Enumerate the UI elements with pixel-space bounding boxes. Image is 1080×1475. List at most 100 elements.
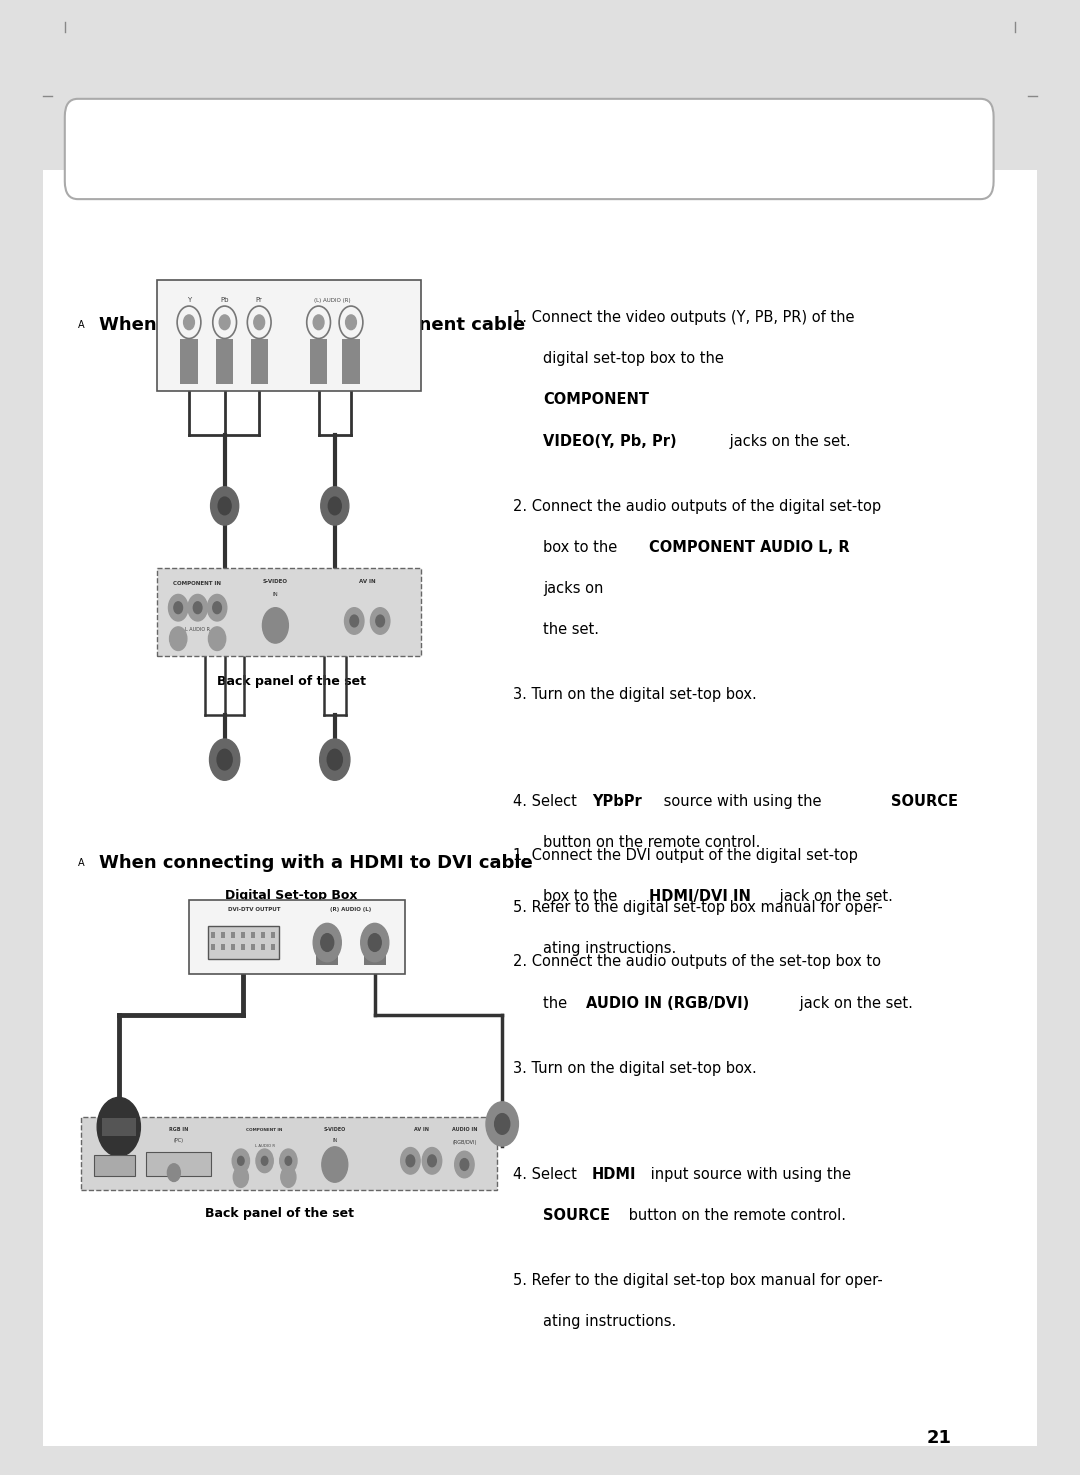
- Bar: [231, 932, 235, 938]
- Bar: [208, 926, 279, 959]
- Text: 1. Connect the video outputs (Y, PB, PR) of the: 1. Connect the video outputs (Y, PB, PR)…: [513, 310, 854, 324]
- Circle shape: [495, 1114, 510, 1134]
- Circle shape: [350, 615, 359, 627]
- Text: Connections: Connections: [103, 131, 326, 167]
- Text: ating instructions.: ating instructions.: [543, 941, 676, 956]
- Text: When connecting with a HDMI to DVI cable: When connecting with a HDMI to DVI cable: [99, 854, 534, 872]
- Circle shape: [460, 1159, 469, 1171]
- Circle shape: [346, 316, 356, 330]
- Bar: [251, 339, 268, 384]
- Circle shape: [486, 1102, 518, 1146]
- Circle shape: [313, 316, 324, 330]
- Text: box to the: box to the: [543, 540, 622, 555]
- Circle shape: [455, 1150, 474, 1177]
- Text: 5. Refer to the digital set-top box manual for oper-: 5. Refer to the digital set-top box manu…: [513, 900, 882, 914]
- Circle shape: [219, 316, 230, 330]
- Circle shape: [97, 1097, 140, 1156]
- Bar: [316, 944, 338, 965]
- Circle shape: [167, 1164, 180, 1181]
- Bar: [271, 944, 275, 950]
- FancyBboxPatch shape: [65, 99, 994, 199]
- Circle shape: [327, 749, 342, 770]
- Circle shape: [208, 627, 226, 650]
- Text: digital set-top box to the: digital set-top box to the: [543, 351, 729, 366]
- Text: jack on the set.: jack on the set.: [795, 996, 913, 1010]
- Text: input source with using the: input source with using the: [646, 1167, 851, 1181]
- Text: 3. Turn on the digital set-top box.: 3. Turn on the digital set-top box.: [513, 687, 757, 702]
- Bar: [241, 944, 245, 950]
- Bar: [102, 1118, 136, 1136]
- Text: 5. Refer to the digital set-top box manual for oper-: 5. Refer to the digital set-top box manu…: [513, 1273, 882, 1288]
- Text: DVI-DTV OUTPUT: DVI-DTV OUTPUT: [228, 907, 280, 912]
- Bar: [271, 932, 275, 938]
- Text: jacks on the set.: jacks on the set.: [725, 434, 850, 448]
- Text: COMPONENT IN: COMPONENT IN: [173, 581, 220, 586]
- Text: Back panel of the set: Back panel of the set: [217, 676, 366, 687]
- Circle shape: [321, 487, 349, 525]
- Circle shape: [401, 1148, 420, 1174]
- Circle shape: [174, 602, 183, 614]
- Text: COMPONENT AUDIO L, R: COMPONENT AUDIO L, R: [649, 540, 850, 555]
- Bar: [81, 1117, 497, 1190]
- Circle shape: [261, 1156, 268, 1165]
- Circle shape: [254, 316, 265, 330]
- Text: button on the remote control.: button on the remote control.: [543, 835, 760, 850]
- Circle shape: [188, 594, 207, 621]
- Circle shape: [320, 739, 350, 780]
- Text: HDMI/DVI IN: HDMI/DVI IN: [649, 889, 751, 904]
- Text: YPbPr: YPbPr: [592, 794, 642, 808]
- Circle shape: [328, 497, 341, 515]
- Text: AUDIO IN (RGB/DVI): AUDIO IN (RGB/DVI): [586, 996, 750, 1010]
- Text: jack on the set.: jack on the set.: [775, 889, 893, 904]
- Text: AV IN: AV IN: [359, 578, 376, 584]
- Circle shape: [406, 1155, 415, 1167]
- Text: L AUDIO R: L AUDIO R: [255, 1145, 274, 1148]
- Text: 21: 21: [927, 1429, 953, 1447]
- Text: button on the remote control.: button on the remote control.: [624, 1208, 847, 1223]
- Bar: [220, 932, 225, 938]
- Bar: [261, 944, 266, 950]
- Circle shape: [422, 1148, 442, 1174]
- Text: 2. Connect the audio outputs of the digital set-top: 2. Connect the audio outputs of the digi…: [513, 499, 881, 513]
- Text: Pb: Pb: [220, 296, 229, 304]
- Circle shape: [232, 1149, 249, 1173]
- Circle shape: [170, 627, 187, 650]
- Text: box to the: box to the: [543, 889, 622, 904]
- Text: S-VIDEO: S-VIDEO: [324, 1127, 346, 1133]
- Circle shape: [168, 594, 188, 621]
- Circle shape: [345, 608, 364, 634]
- Text: 3. Turn on the digital set-top box.: 3. Turn on the digital set-top box.: [513, 1061, 757, 1075]
- Circle shape: [193, 602, 202, 614]
- Text: VIDEO(Y, Pb, Pr): VIDEO(Y, Pb, Pr): [543, 434, 677, 448]
- Circle shape: [368, 934, 381, 951]
- Text: (PC): (PC): [173, 1137, 184, 1143]
- Bar: [220, 944, 225, 950]
- Text: source with using the: source with using the: [659, 794, 826, 808]
- Circle shape: [321, 934, 334, 951]
- Circle shape: [322, 1148, 348, 1183]
- Text: L AUDIO R: L AUDIO R: [185, 627, 211, 633]
- Text: 1. Connect the DVI output of the digital set-top: 1. Connect the DVI output of the digital…: [513, 848, 858, 863]
- Text: HDMI: HDMI: [592, 1167, 636, 1181]
- Text: the set.: the set.: [543, 622, 599, 637]
- Circle shape: [207, 594, 227, 621]
- Text: Digital Set-top Box: Digital Set-top Box: [226, 889, 357, 901]
- Text: AUDIO IN: AUDIO IN: [451, 1127, 477, 1133]
- Circle shape: [218, 497, 231, 515]
- Circle shape: [238, 1156, 244, 1165]
- Text: Pr: Pr: [256, 296, 262, 304]
- Text: AV IN: AV IN: [414, 1127, 429, 1133]
- Bar: [0, 0, 1080, 170]
- Text: 4. Select: 4. Select: [513, 1167, 581, 1181]
- Text: COMPONENT: COMPONENT: [543, 392, 649, 407]
- Bar: [146, 1152, 211, 1176]
- Bar: [211, 944, 215, 950]
- Circle shape: [370, 608, 390, 634]
- Bar: [364, 944, 386, 965]
- Bar: [189, 900, 405, 974]
- Text: IN: IN: [333, 1137, 337, 1143]
- Text: A: A: [78, 320, 84, 329]
- Text: Y: Y: [187, 296, 191, 304]
- Text: (L) AUDIO (R): (L) AUDIO (R): [314, 298, 351, 302]
- Text: Back panel of the set: Back panel of the set: [205, 1208, 354, 1220]
